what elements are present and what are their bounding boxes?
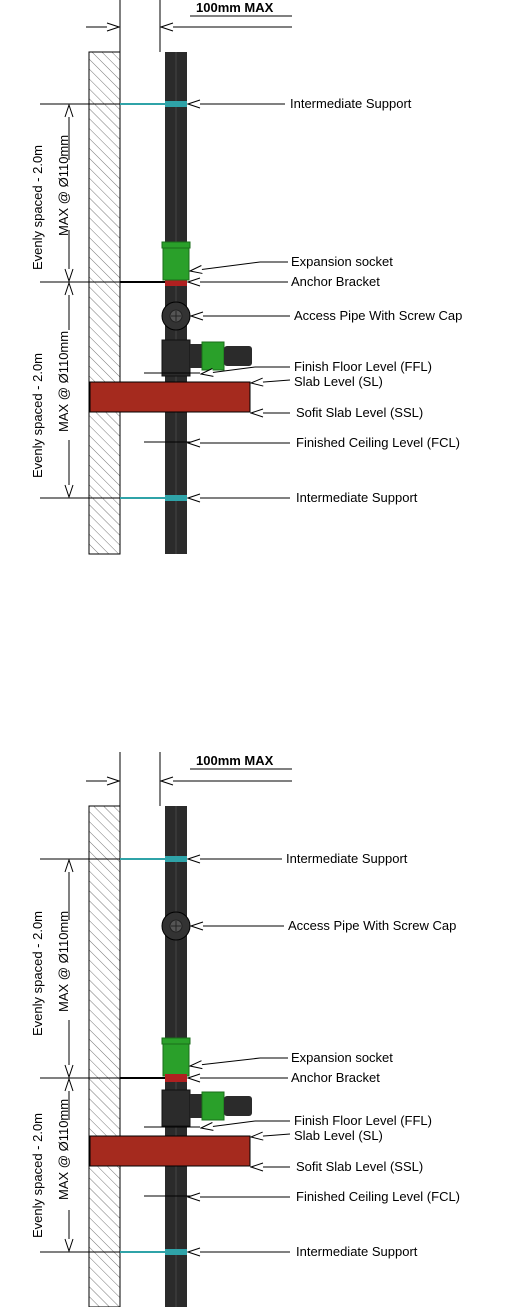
intermediate-support-top [120,856,187,862]
spacing-label-2a: Evenly spaced - 2.0m [30,1113,45,1238]
floor-slab [89,381,251,413]
spacing-label-1a: Evenly spaced - 2.0m [30,145,45,270]
callout-intermediate-support-top: Intermediate Support [286,851,408,866]
diagram-top: 100mm MAX [30,0,462,555]
callout-access-pipe: Access Pipe With Screw Cap [294,308,462,323]
intermediate-support-top [120,101,187,107]
callout-fcl: Finished Ceiling Level (FCL) [296,1189,460,1204]
callout-intermediate-support-bottom: Intermediate Support [296,490,418,505]
callout-ffl: Finish Floor Level (FFL) [294,359,432,374]
diagram-bottom: 100mm MAX [30,752,460,1307]
callout-leaders [188,859,291,1252]
callout-anchor-bracket: Anchor Bracket [291,1070,380,1085]
intermediate-support-bottom [120,495,187,501]
spacing-label-1b: MAX @ Ø110mm [56,135,71,236]
access-pipe-screw-cap [161,911,191,941]
callout-expansion-socket: Expansion socket [291,254,393,269]
anchor-bracket [120,1074,187,1082]
callout-expansion-socket: Expansion socket [291,1050,393,1065]
callout-anchor-bracket: Anchor Bracket [291,274,380,289]
callout-fcl: Finished Ceiling Level (FCL) [296,435,460,450]
wall [88,51,121,555]
max-label: 100mm MAX [196,0,274,15]
max-dimension: 100mm MAX [86,752,292,806]
spacing-dimension: Evenly spaced - 2.0m MAX @ Ø110mm Evenly… [30,103,120,499]
callout-ssl: Sofit Slab Level (SSL) [296,405,423,420]
callout-intermediate-support-bottom: Intermediate Support [296,1244,418,1259]
max-label: 100mm MAX [196,753,274,768]
spacing-label-1a: Evenly spaced - 2.0m [30,911,45,1036]
branch-fitting [161,339,252,377]
callout-sl: Slab Level (SL) [294,374,383,389]
spacing-label-2b: MAX @ Ø110mm [56,331,71,432]
callout-sl: Slab Level (SL) [294,1128,383,1143]
intermediate-support-bottom [120,1249,187,1255]
access-pipe-screw-cap [161,301,191,331]
spacing-label-2b: MAX @ Ø110mm [56,1099,71,1200]
floor-slab [89,1135,251,1167]
branch-fitting [161,1089,252,1127]
callout-intermediate-support-top: Intermediate Support [290,96,412,111]
callout-access-pipe: Access Pipe With Screw Cap [288,918,456,933]
callout-ffl: Finish Floor Level (FFL) [294,1113,432,1128]
spacing-label-2a: Evenly spaced - 2.0m [30,353,45,478]
spacing-dimension: Evenly spaced - 2.0m MAX @ Ø110mm Evenly… [30,858,120,1253]
wall [88,805,121,1307]
anchor-bracket [120,278,187,286]
spacing-label-1b: MAX @ Ø110mm [56,911,71,1012]
callout-ssl: Sofit Slab Level (SSL) [296,1159,423,1174]
callout-leaders [188,104,291,498]
max-dimension: 100mm MAX [86,0,292,52]
